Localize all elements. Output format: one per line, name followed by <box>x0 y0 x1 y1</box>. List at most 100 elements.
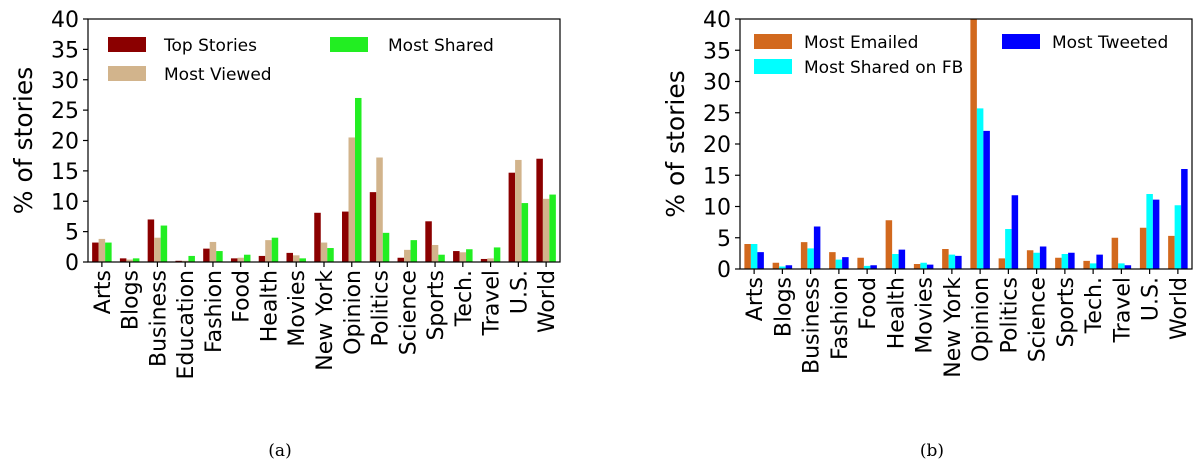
bar <box>1168 235 1175 270</box>
x-tick-label: Food <box>856 277 881 330</box>
bar <box>750 244 758 269</box>
bar <box>342 211 349 262</box>
bar <box>209 241 217 262</box>
figure-caption: (a) <box>268 441 291 461</box>
chart-panel-a: 0 5 10 15 20 25 30 35 40 Arts Blogs Business Educati… <box>9 8 561 461</box>
bar <box>976 108 984 270</box>
bar <box>355 97 362 262</box>
bar <box>1089 263 1097 270</box>
y-tick-label: 10 <box>51 190 79 215</box>
bar <box>1124 265 1132 269</box>
x-tick-label: Politics <box>997 277 1022 353</box>
series-most-shared <box>105 97 556 262</box>
bar <box>785 265 793 269</box>
legend-label: Most Shared <box>388 36 494 56</box>
bar <box>382 232 390 262</box>
bar <box>885 220 893 269</box>
x-tick-label: Travel <box>480 270 505 336</box>
legend: Most Emailed Most Shared on FB Most Tweete… <box>754 33 1168 78</box>
bar <box>800 242 808 270</box>
x-tick-label: Fashion <box>828 277 853 360</box>
chart-panel-b: 0 5 10 15 20 25 30 35 40 Arts Blogs Business Fashion… <box>661 8 1193 461</box>
series-most-viewed <box>98 137 550 262</box>
x-tick-label: Opinion <box>969 277 994 362</box>
bar <box>230 258 238 262</box>
bar <box>1111 237 1119 269</box>
legend-label: Most Shared on FB <box>804 58 963 78</box>
plot-frame <box>739 18 1193 270</box>
bar <box>1061 254 1069 269</box>
bar <box>542 198 550 262</box>
bar <box>1068 252 1075 269</box>
bar <box>243 254 251 262</box>
x-tick-label: Politics <box>369 270 394 346</box>
series-most-tweeted <box>757 130 1188 270</box>
y-tick-label: 35 <box>51 38 79 63</box>
y-tick-label: 35 <box>703 39 731 64</box>
y-tick-label: 0 <box>65 251 79 276</box>
bar <box>459 252 467 262</box>
bar <box>314 212 321 262</box>
bar <box>835 259 843 270</box>
x-tick-label: Opinion <box>341 270 366 355</box>
bar <box>431 244 439 262</box>
bar <box>829 252 836 270</box>
legend-swatch <box>108 66 146 81</box>
bar <box>1096 254 1103 270</box>
bar <box>1055 257 1062 269</box>
x-tick-label: Movies <box>913 277 938 354</box>
x-tick-label: World <box>1167 277 1192 340</box>
legend-swatch <box>330 37 368 52</box>
x-tick-label: Travel <box>1110 277 1135 343</box>
bar <box>203 248 210 262</box>
x-tick-label: Arts <box>91 270 116 314</box>
x-tick-label: Tech. <box>452 270 477 327</box>
bar <box>970 19 977 269</box>
bar <box>1033 252 1040 269</box>
series-top-stories <box>92 158 543 262</box>
bar <box>1152 199 1160 270</box>
y-tick-label: 5 <box>65 221 79 246</box>
series-most-emailed <box>744 19 1175 270</box>
bar <box>772 262 780 269</box>
bar <box>521 203 529 262</box>
bar <box>292 255 300 262</box>
bar <box>258 255 266 262</box>
y-axis-label: % of stories <box>661 70 690 218</box>
bar <box>493 247 501 262</box>
y-tick-label: 0 <box>717 258 731 283</box>
bar <box>955 255 962 270</box>
bar <box>549 194 556 262</box>
x-tick-label: Blogs <box>771 277 796 337</box>
y-axis-label: % of stories <box>9 67 38 215</box>
bar <box>327 248 334 262</box>
bar <box>515 159 522 262</box>
bar <box>942 249 949 269</box>
x-tick-label: Sports <box>424 270 449 341</box>
x-tick-label: New York <box>941 277 966 378</box>
bar <box>898 249 906 270</box>
bar <box>757 252 764 270</box>
bar <box>98 238 106 262</box>
bar <box>998 258 1006 270</box>
bar <box>926 264 934 270</box>
x-tick-label: Tech. <box>1082 277 1107 334</box>
bar <box>299 258 306 262</box>
y-tick-label: 30 <box>51 69 79 94</box>
bar <box>813 226 821 269</box>
bar <box>1181 169 1188 269</box>
y-tick-label: 15 <box>51 160 79 185</box>
bar <box>188 255 195 262</box>
bar <box>410 240 418 262</box>
x-tick-label: U.S. <box>1139 277 1164 321</box>
x-tick-label: Arts <box>743 277 768 321</box>
y-tick-label: 40 <box>51 8 79 33</box>
bar <box>453 251 460 262</box>
bar <box>271 237 279 262</box>
bar <box>1039 246 1047 269</box>
legend-swatch <box>1002 34 1040 49</box>
legend-swatch <box>108 37 146 52</box>
bar <box>132 258 140 262</box>
bar <box>948 254 956 270</box>
